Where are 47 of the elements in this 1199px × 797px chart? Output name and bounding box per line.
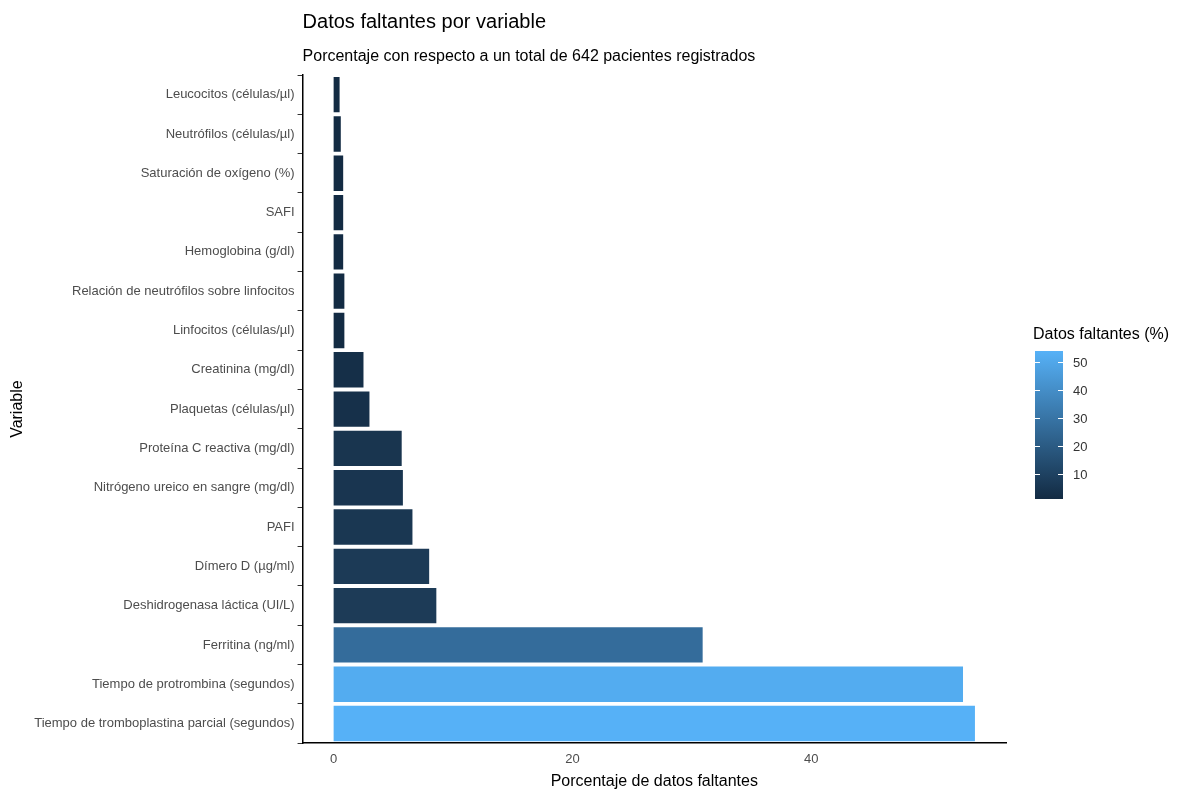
bar xyxy=(333,273,345,309)
bar xyxy=(333,194,344,231)
bar xyxy=(333,627,703,663)
y-tick-label: Proteína C reactiva (mg/dl) xyxy=(139,439,295,455)
y-tick-label: Ferritina (ng/ml) xyxy=(202,636,295,652)
bar xyxy=(333,470,403,506)
y-tick-label: Linfocitos (células/µl) xyxy=(172,322,295,338)
y-tick-label: Creatinina (mg/dl) xyxy=(191,361,295,377)
bar xyxy=(333,352,364,388)
color-bar-label: 50 xyxy=(1073,354,1088,370)
y-tick-label: Deshidrogenasa láctica (UI/L) xyxy=(123,597,295,613)
y-tick-label: SAFI xyxy=(265,204,295,220)
bar xyxy=(333,430,402,467)
bar xyxy=(333,234,344,270)
y-tick-label: Hemoglobina (g/dl) xyxy=(184,243,295,259)
color-bar-label: 10 xyxy=(1073,466,1088,482)
bar xyxy=(333,312,345,349)
y-tick-label: Leucocitos (células/µl) xyxy=(165,86,295,102)
y-tick-label: Neutrófilos (células/µl) xyxy=(165,125,295,141)
color-bar-label: 30 xyxy=(1073,410,1088,426)
x-tick-label: 40 xyxy=(804,750,819,766)
bar xyxy=(333,76,340,113)
y-axis-title: Variable xyxy=(8,380,26,438)
y-tick-label: Relación de neutrófilos sobre linfocitos xyxy=(72,282,296,298)
y-tick-label: Nitrógeno ureico en sangre (mg/dl) xyxy=(93,479,295,495)
color-bar-label: 20 xyxy=(1073,438,1088,454)
color-bar-title: Datos faltantes (%) xyxy=(1033,325,1170,343)
bar xyxy=(333,705,975,742)
color-bar-label: 40 xyxy=(1073,382,1088,398)
chart-subtitle: Porcentaje con respecto a un total de 642 pacientes registrados xyxy=(302,47,756,64)
y-tick-label: Plaquetas (células/µl) xyxy=(170,400,295,416)
x-axis-title: Porcentaje de datos faltantes xyxy=(550,771,758,789)
y-tick-label: Tiempo de protrombina (segundos) xyxy=(92,675,295,691)
y-tick-label: Saturación de oxígeno (%) xyxy=(140,164,295,180)
y-tick-label: Dímero D (µg/ml) xyxy=(194,557,295,573)
bar xyxy=(333,548,430,585)
bar xyxy=(333,391,370,427)
x-tick-label: 0 xyxy=(330,750,338,766)
x-tick-label: 20 xyxy=(565,750,580,766)
y-tick-label: PAFI xyxy=(266,518,295,534)
bar xyxy=(333,116,341,152)
bar xyxy=(333,155,344,191)
y-tick-label: Tiempo de tromboplastina parcial (segundos) xyxy=(34,715,295,731)
bar xyxy=(333,587,437,624)
bar xyxy=(333,509,413,545)
chart-title: Datos faltantes por variable xyxy=(302,10,547,32)
bar xyxy=(333,666,964,702)
